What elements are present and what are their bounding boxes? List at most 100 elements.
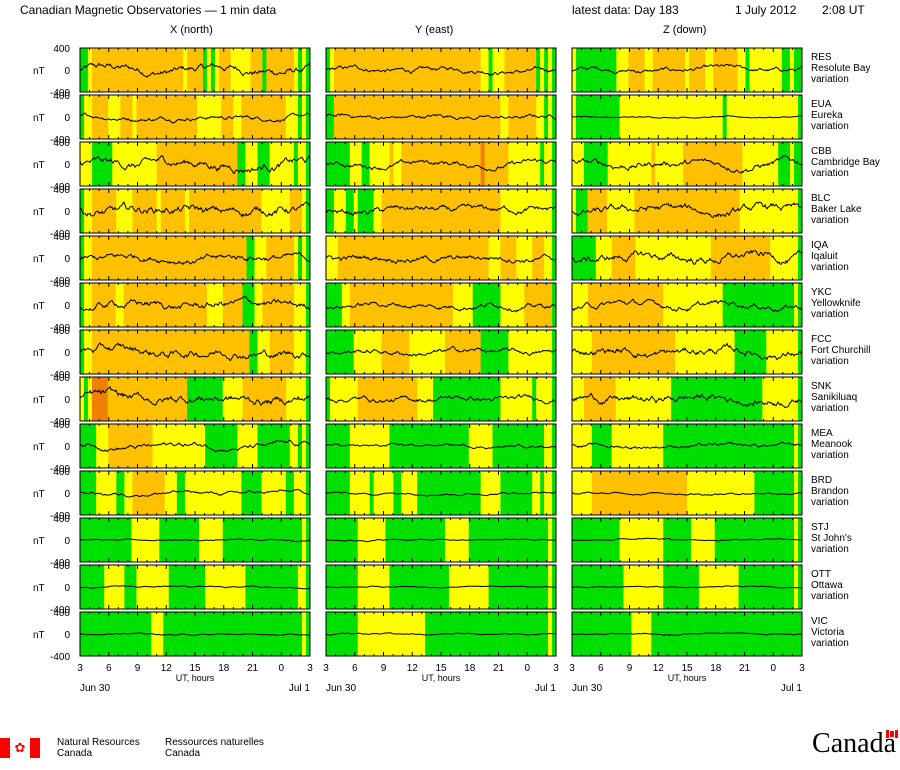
activity-band: [444, 142, 450, 186]
activity-band: [698, 142, 704, 186]
activity-band: [95, 518, 101, 562]
activity-band: [774, 471, 779, 515]
activity-band: [624, 48, 629, 92]
activity-band: [702, 330, 708, 374]
activity-band: [675, 330, 680, 374]
activity-band: [151, 377, 156, 421]
activity-band: [452, 283, 458, 327]
activity-band: [675, 142, 680, 186]
activity-band: [746, 471, 751, 515]
activity-band: [116, 424, 121, 468]
activity-band: [607, 424, 613, 468]
y-tick-label: 400: [53, 326, 70, 337]
activity-band: [417, 48, 422, 92]
activity-band: [353, 189, 359, 233]
activity-band: [250, 283, 255, 327]
activity-band: [156, 424, 162, 468]
activity-band: [687, 283, 692, 327]
activity-band: [294, 518, 299, 562]
station-suffix: variation: [811, 262, 849, 273]
activity-band: [290, 518, 295, 562]
activity-band: [237, 424, 242, 468]
activity-band: [116, 565, 121, 609]
activity-band: [147, 377, 152, 421]
activity-band: [164, 95, 170, 139]
activity-band: [209, 424, 214, 468]
activity-band: [229, 142, 234, 186]
activity-band: [480, 565, 486, 609]
activity-band: [195, 518, 200, 562]
activity-band: [221, 330, 226, 374]
activity-band: [140, 95, 145, 139]
activity-band: [389, 518, 394, 562]
column-title-z: Z (down): [663, 24, 707, 36]
activity-band: [172, 471, 178, 515]
activity-band: [326, 612, 331, 656]
activity-band: [516, 142, 521, 186]
activity-band: [504, 48, 509, 92]
activity-band: [179, 236, 184, 280]
activity-band: [726, 330, 732, 374]
activity-band: [544, 189, 549, 233]
station-suffix: variation: [811, 215, 849, 226]
activity-band: [508, 48, 513, 92]
activity-band: [746, 236, 751, 280]
activity-band: [253, 471, 258, 515]
activity-band: [726, 377, 732, 421]
activity-band: [615, 142, 620, 186]
activity-band: [690, 377, 696, 421]
activity-band: [587, 189, 592, 233]
activity-band: [468, 142, 474, 186]
activity-band: [444, 189, 450, 233]
activity-band: [265, 471, 271, 515]
activity-band: [754, 95, 759, 139]
activity-band: [112, 565, 117, 609]
activity-band: [520, 236, 525, 280]
activity-band: [83, 612, 89, 656]
activity-band: [290, 48, 295, 92]
activity-band: [115, 283, 121, 327]
activity-band: [722, 565, 728, 609]
activity-band: [365, 189, 371, 233]
y-tick-label: -400: [50, 605, 70, 616]
activity-band: [572, 424, 577, 468]
activity-band: [160, 424, 166, 468]
activity-band: [619, 283, 624, 327]
activity-band: [214, 236, 220, 280]
activity-band: [160, 95, 166, 139]
activity-band: [725, 48, 730, 92]
y-tick-label: 0: [64, 536, 70, 547]
activity-band: [734, 424, 739, 468]
activity-band: [277, 95, 283, 139]
activity-band: [80, 330, 85, 374]
activity-band: [583, 612, 589, 656]
activity-band: [83, 377, 89, 421]
activity-band: [172, 95, 178, 139]
activity-band: [389, 612, 394, 656]
activity-band: [540, 189, 545, 233]
activity-band: [257, 471, 262, 515]
activity-band: [696, 189, 702, 233]
activity-band: [258, 377, 263, 421]
activity-band: [675, 424, 680, 468]
activity-band: [135, 283, 140, 327]
activity-band: [484, 48, 489, 92]
activity-band: [778, 377, 783, 421]
y-tick-label: 400: [53, 91, 70, 102]
activity-band: [798, 424, 803, 468]
activity-band: [639, 236, 644, 280]
activity-band: [667, 95, 672, 139]
trace-vic-y: [325, 632, 557, 636]
activity-band: [472, 565, 478, 609]
y-tick-label: -400: [50, 417, 70, 428]
activity-band: [683, 283, 688, 327]
activity-band: [798, 189, 803, 233]
activity-band: [643, 471, 648, 515]
activity-band: [460, 189, 466, 233]
activity-band: [297, 565, 303, 609]
activity-band: [476, 565, 482, 609]
activity-band: [584, 48, 589, 92]
activity-band: [238, 48, 243, 92]
activity-band: [659, 283, 664, 327]
activity-band: [167, 48, 172, 92]
